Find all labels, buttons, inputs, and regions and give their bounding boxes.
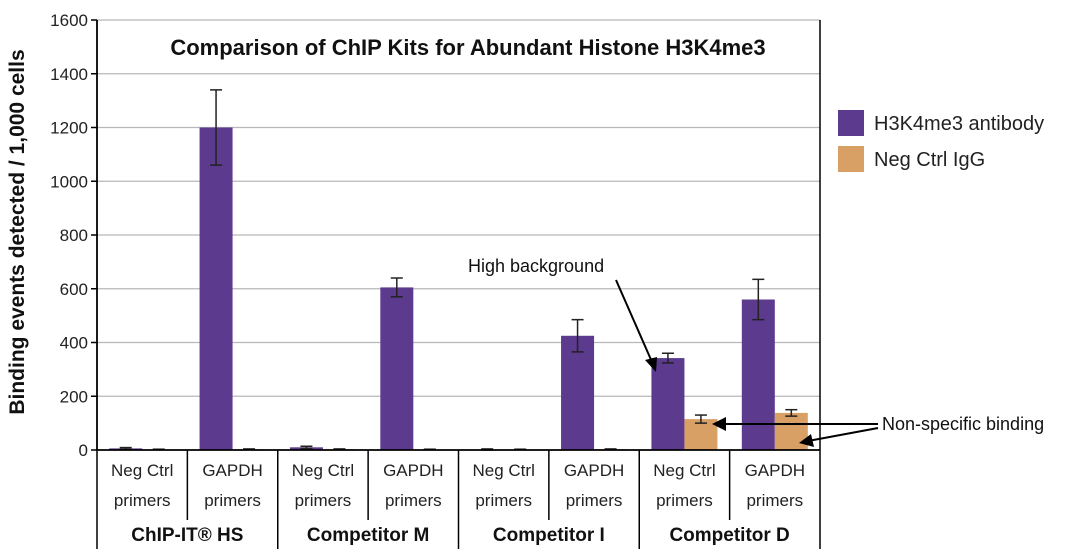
legend: H3K4me3 antibody Neg Ctrl IgG: [838, 110, 1044, 172]
category-label-line2: primers: [475, 491, 532, 510]
chart-title: Comparison of ChIP Kits for Abundant His…: [170, 35, 765, 60]
annotation-arrowhead-high-background: [645, 357, 657, 372]
category-label-line2: primers: [114, 491, 171, 510]
legend-swatch-h3k4me3: [838, 110, 864, 136]
group-label: Competitor I: [493, 525, 605, 546]
legend-label-igg: Neg Ctrl IgG: [874, 149, 985, 171]
legend-swatch-igg: [838, 146, 864, 172]
annotation-arrow-nsb-2: [807, 427, 879, 442]
category-label-line1: Neg Ctrl: [111, 461, 173, 480]
y-tick-label: 1400: [50, 65, 88, 84]
x-axis-categories: Neg Ctrl primers GAPDH primers Neg Ctrl prime…: [96, 450, 821, 549]
category-label-line2: primers: [566, 491, 623, 510]
y-tick-label: 400: [60, 334, 88, 353]
y-tick-label: 1200: [50, 119, 88, 138]
category-label-line1: Neg Ctrl: [292, 461, 354, 480]
y-tick-label: 200: [60, 387, 88, 406]
group-label: Competitor M: [307, 525, 429, 546]
category-label-line2: primers: [295, 491, 352, 510]
annotation-non-specific-binding: Non-specific binding: [882, 414, 1044, 434]
annotation-high-background: High background: [468, 256, 604, 276]
y-tick-label: 800: [60, 226, 88, 245]
y-tick-label: 1000: [50, 172, 88, 191]
category-label-line1: GAPDH: [745, 461, 805, 480]
annotation-arrowhead-nsb-2: [799, 434, 814, 447]
y-tick-label: 600: [60, 280, 88, 299]
legend-label-h3k4me3: H3K4me3 antibody: [874, 113, 1044, 135]
category-label-line1: Neg Ctrl: [653, 461, 715, 480]
category-label-line2: primers: [385, 491, 442, 510]
annotation-arrow-high-background: [615, 279, 653, 363]
category-label-line2: primers: [746, 491, 803, 510]
y-axis-label: Binding events detected / 1,000 cells: [6, 49, 29, 414]
bar-igg-7: [774, 412, 808, 450]
annotation-arrowhead-nsb-1: [712, 417, 726, 431]
y-tick-label: 0: [79, 441, 88, 460]
bar-igg-6: [684, 419, 718, 450]
bar-h3k4me3-1: [199, 127, 233, 450]
group-label: ChIP-IT® HS: [131, 525, 243, 546]
category-label-line2: primers: [204, 491, 261, 510]
bar-h3k4me3-7: [741, 299, 775, 450]
bar-h3k4me3-6: [651, 358, 685, 450]
bar-h3k4me3-5: [561, 335, 595, 450]
bar-h3k4me3-3: [380, 287, 414, 450]
category-label-line1: Neg Ctrl: [473, 461, 535, 480]
y-axis-ticks: 0 200 400 600 800 1000 1200 1400 1600: [50, 11, 97, 460]
category-label-line2: primers: [656, 491, 713, 510]
y-tick-label: 1600: [50, 11, 88, 30]
group-label: Competitor D: [669, 525, 789, 546]
category-label-line1: GAPDH: [202, 461, 262, 480]
bars: [109, 127, 808, 450]
annotations: High background Non-specific binding: [468, 256, 1044, 447]
category-label-line1: GAPDH: [564, 461, 624, 480]
category-label-line1: GAPDH: [383, 461, 443, 480]
